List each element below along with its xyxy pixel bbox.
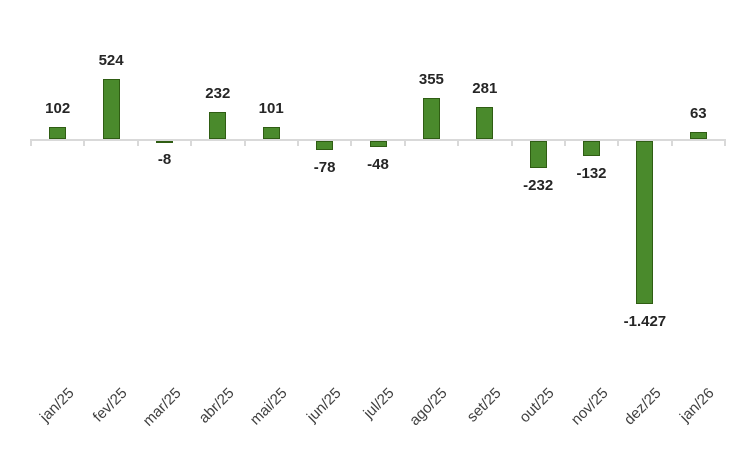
bar-abr-25: [209, 112, 227, 139]
bar-out-25: [529, 141, 547, 168]
bar-ago-25: [422, 98, 440, 139]
axis-tick: [403, 140, 406, 146]
bar-dez-25: [636, 141, 654, 305]
value-label: 355: [418, 71, 444, 89]
value-label: 281: [472, 79, 498, 97]
axis-tick: [617, 140, 620, 146]
value-label: 102: [45, 100, 71, 118]
x-axis-line: [30, 139, 726, 141]
bar-mar-25: [156, 141, 173, 143]
x-axis-label: ago/25: [406, 384, 452, 430]
axis-tick: [83, 140, 86, 146]
bar-set-25: [476, 106, 494, 139]
axis-tick: [190, 140, 193, 146]
x-axis-label: jun/25: [303, 384, 345, 426]
axis-tick: [724, 140, 726, 146]
axis-tick: [296, 140, 299, 146]
axis-tick: [350, 140, 353, 146]
bar-jul-25: [369, 141, 387, 147]
value-label: -132: [576, 165, 607, 183]
bar-fev-25: [102, 79, 120, 139]
value-label: -1.427: [623, 313, 667, 331]
value-label: -48: [367, 155, 389, 173]
value-label: 524: [98, 52, 124, 69]
bar-nov-25: [583, 141, 600, 157]
axis-tick: [670, 140, 673, 146]
bar-jan-26: [689, 131, 707, 139]
value-label: -8: [157, 151, 172, 168]
axis-tick: [136, 140, 139, 146]
value-label: -232: [523, 176, 554, 194]
value-label: 101: [258, 100, 284, 118]
value-label: 63: [689, 104, 707, 122]
value-label: 232: [205, 85, 231, 103]
x-axis-label: mar/25: [139, 384, 185, 430]
axis-tick: [30, 140, 32, 146]
axis-tick: [563, 140, 566, 146]
value-label: -78: [313, 158, 336, 176]
axis-tick: [510, 140, 513, 146]
bar-mai-25: [262, 127, 280, 139]
x-axis-label: nov/25: [567, 384, 612, 429]
bar-jun-25: [316, 141, 334, 150]
axis-tick: [457, 140, 460, 146]
axis-tick: [243, 140, 246, 146]
bar-jan-25: [49, 127, 67, 139]
